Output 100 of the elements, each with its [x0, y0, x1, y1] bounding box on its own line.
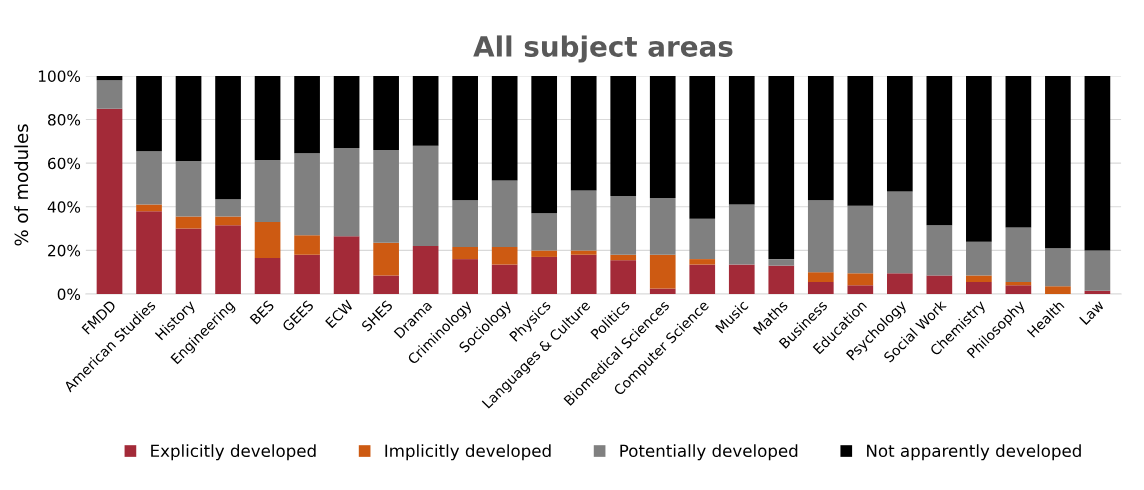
bar — [175, 228, 202, 294]
bar — [531, 75, 558, 214]
bar — [1045, 248, 1071, 287]
bar — [728, 75, 755, 205]
bar — [1084, 250, 1111, 291]
bar — [373, 150, 399, 243]
bar — [966, 275, 992, 283]
bar — [452, 247, 478, 260]
bar — [1005, 285, 1032, 294]
legend-label: Explicitly developed — [151, 444, 316, 461]
y-axis-title: % of modules — [14, 124, 29, 246]
bar — [610, 75, 637, 196]
bar — [570, 190, 597, 251]
bar — [1005, 75, 1032, 228]
bar — [807, 272, 834, 283]
bar — [175, 160, 202, 217]
bar — [96, 80, 123, 109]
bar — [689, 218, 716, 260]
bar — [886, 273, 913, 294]
bar — [1084, 75, 1111, 251]
bar — [649, 198, 676, 255]
bar — [1045, 75, 1071, 249]
bar — [728, 204, 755, 265]
bar — [728, 264, 755, 294]
bar — [294, 254, 320, 294]
y-tick-label: 80% — [48, 114, 81, 126]
bar — [491, 264, 518, 294]
bar — [807, 282, 834, 294]
bar — [610, 254, 637, 261]
bar — [136, 151, 162, 205]
legend-label: Not apparently developed — [867, 444, 1081, 461]
bar — [768, 75, 795, 260]
bar — [452, 259, 478, 294]
bar — [373, 75, 399, 151]
bar — [886, 191, 913, 274]
bar — [294, 153, 320, 236]
bar — [175, 216, 202, 229]
bar — [136, 211, 162, 294]
legend-label: Implicitly developed — [385, 444, 551, 461]
bar — [649, 75, 676, 199]
bar — [807, 200, 834, 273]
bar — [412, 246, 439, 294]
bar — [847, 285, 874, 294]
bar — [175, 75, 202, 161]
bar — [649, 254, 676, 289]
bar — [333, 75, 360, 148]
bar — [452, 75, 478, 201]
bar — [294, 75, 320, 154]
bar — [689, 264, 716, 294]
bar — [215, 225, 241, 294]
bar — [768, 265, 795, 294]
bar — [649, 288, 676, 294]
bar — [689, 259, 716, 265]
bar — [570, 254, 597, 294]
bar — [412, 75, 439, 146]
y-tick-label: 100% — [38, 70, 81, 82]
bar — [215, 199, 241, 217]
bar — [570, 250, 597, 255]
y-tick-label: 0% — [57, 288, 81, 301]
bar — [491, 75, 518, 181]
bar — [136, 75, 162, 152]
y-tick-label: 60% — [48, 157, 81, 170]
bar — [966, 241, 992, 276]
bar — [926, 75, 953, 226]
bar — [531, 213, 558, 251]
bar — [847, 75, 874, 206]
bar — [886, 75, 913, 192]
bar — [768, 259, 795, 266]
bar — [689, 75, 716, 219]
bar — [926, 275, 953, 294]
bar — [531, 250, 558, 257]
bar — [254, 159, 281, 223]
legend-label: Potentially developed — [620, 444, 798, 461]
bar — [96, 108, 123, 294]
bar — [847, 205, 874, 274]
bar — [412, 145, 439, 247]
bar — [966, 282, 992, 294]
bar — [254, 222, 281, 259]
bar — [254, 75, 281, 160]
bar — [610, 260, 637, 294]
bar — [452, 200, 478, 248]
bar — [926, 225, 953, 276]
chart-title: All subject areas — [473, 35, 733, 63]
bar — [215, 216, 241, 226]
bar — [570, 75, 597, 191]
bar — [807, 75, 834, 201]
bar — [294, 235, 320, 255]
bar — [847, 273, 874, 286]
bar — [373, 242, 399, 276]
bar — [215, 75, 241, 200]
bar — [1005, 227, 1032, 283]
bar — [373, 275, 399, 294]
bar — [610, 195, 637, 255]
bar — [531, 256, 558, 294]
y-tick-label: 20% — [48, 244, 81, 257]
bar — [254, 258, 281, 294]
bar — [966, 75, 992, 242]
bar — [333, 236, 360, 294]
bar — [491, 247, 518, 265]
bar — [1045, 286, 1071, 294]
